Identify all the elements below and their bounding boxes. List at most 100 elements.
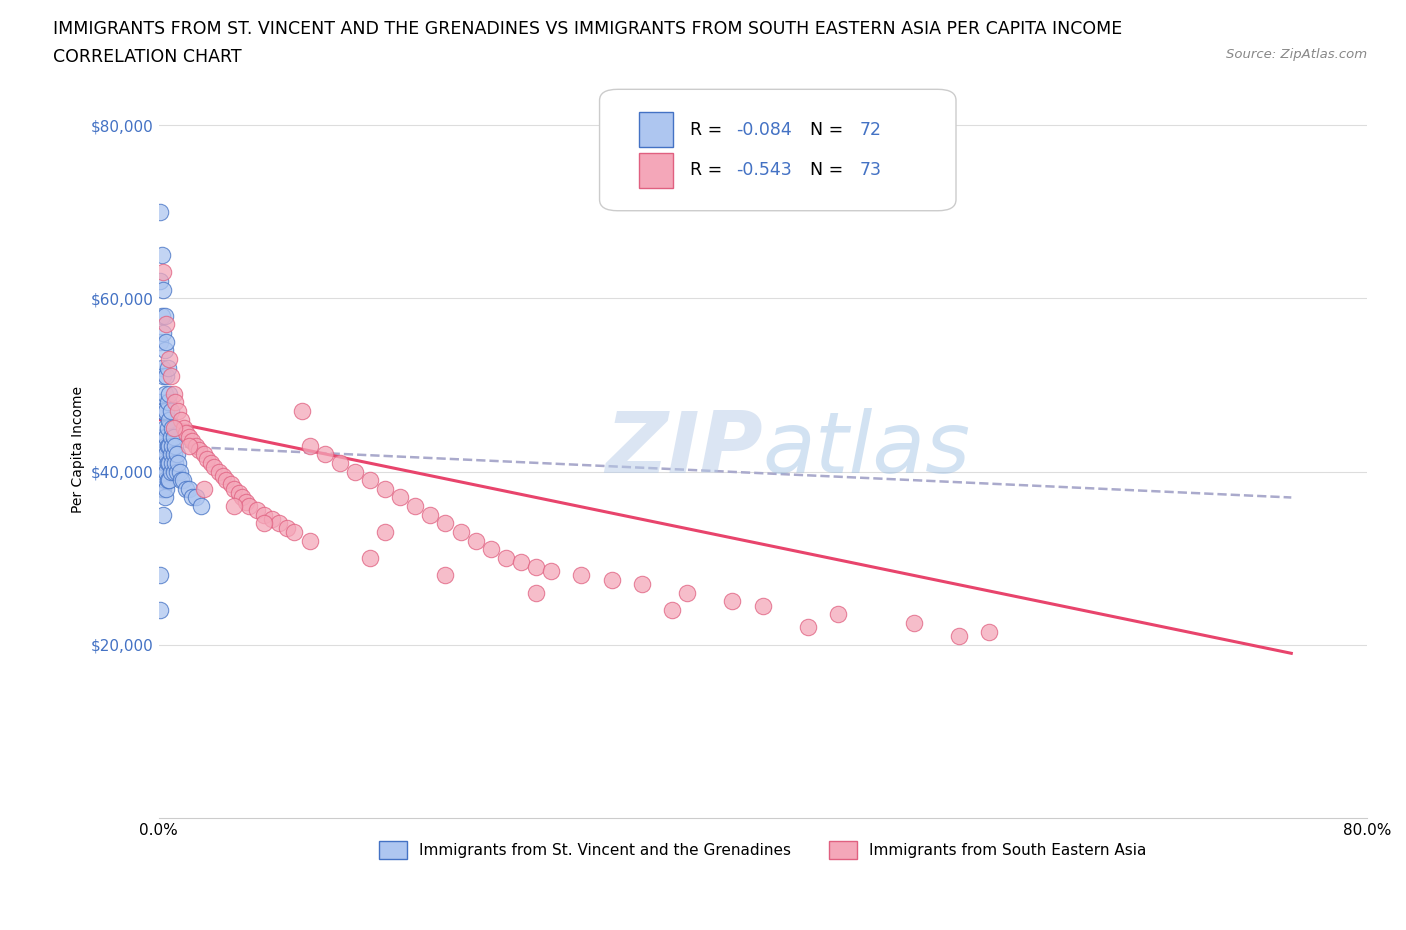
Point (152, 430, 174, 445)
Point (180, 490, 202, 505)
Point (195, 451, 218, 466)
Point (157, 438, 180, 453)
Point (149, 334, 172, 349)
Point (600, 572, 623, 587)
Point (298, 533, 321, 548)
Text: CORRELATION CHART: CORRELATION CHART (53, 48, 242, 66)
Point (329, 456, 352, 471)
Point (156, 456, 179, 471)
Point (343, 464, 366, 479)
Point (150, 482, 173, 497)
Point (160, 456, 183, 471)
Point (150, 446, 173, 461)
Point (157, 456, 180, 471)
Point (177, 430, 200, 445)
Point (231, 490, 253, 505)
Point (661, 603, 683, 618)
Point (174, 425, 197, 440)
Point (359, 551, 381, 565)
Point (155, 404, 177, 418)
Text: N =: N = (799, 161, 849, 179)
Point (165, 395, 187, 410)
Point (155, 317, 177, 332)
Point (269, 516, 291, 531)
Point (676, 585, 699, 600)
Point (149, 205, 172, 219)
Point (464, 533, 486, 548)
Point (153, 386, 176, 401)
Point (314, 446, 336, 461)
Point (524, 585, 547, 600)
Point (155, 482, 177, 497)
Point (162, 446, 184, 461)
Point (174, 482, 197, 497)
Point (235, 495, 257, 510)
Point (222, 498, 245, 513)
Point (152, 369, 174, 384)
Point (180, 433, 202, 448)
Point (152, 404, 174, 418)
Point (276, 521, 298, 536)
Text: R =: R = (690, 161, 728, 179)
Point (153, 308, 176, 323)
Text: N =: N = (799, 121, 849, 139)
Point (215, 472, 238, 487)
Point (374, 482, 396, 497)
Point (165, 438, 187, 453)
Point (159, 430, 181, 445)
Point (159, 464, 181, 479)
Point (152, 283, 174, 298)
Point (153, 472, 176, 487)
Point (495, 551, 517, 565)
Point (150, 247, 173, 262)
Point (193, 446, 215, 461)
Point (202, 459, 225, 474)
Point (153, 456, 176, 471)
Point (149, 438, 172, 453)
Point (167, 404, 190, 418)
FancyBboxPatch shape (599, 89, 956, 211)
Point (149, 603, 172, 618)
Text: ZIP: ZIP (605, 408, 762, 491)
Point (903, 616, 925, 631)
Point (156, 395, 179, 410)
Y-axis label: Per Capita Income: Per Capita Income (72, 386, 86, 513)
Point (188, 443, 211, 458)
Point (212, 469, 235, 484)
Point (162, 386, 184, 401)
Point (200, 456, 222, 471)
Point (260, 512, 283, 526)
Point (150, 360, 173, 375)
Point (479, 542, 502, 557)
Text: -0.084: -0.084 (737, 121, 792, 139)
Point (153, 343, 176, 358)
Point (186, 438, 208, 453)
Point (155, 334, 177, 349)
Point (157, 352, 180, 366)
Point (389, 490, 412, 505)
Point (186, 490, 208, 505)
Text: 73: 73 (859, 161, 882, 179)
Point (510, 555, 533, 570)
Point (149, 273, 172, 288)
Text: 72: 72 (859, 121, 882, 139)
Text: atlas: atlas (762, 408, 970, 491)
Point (156, 360, 179, 375)
Point (153, 438, 176, 453)
Point (155, 464, 177, 479)
Point (149, 395, 172, 410)
Point (156, 438, 179, 453)
Point (155, 446, 177, 461)
Point (162, 420, 184, 435)
Point (173, 420, 195, 435)
Point (150, 430, 173, 445)
Point (152, 464, 174, 479)
Point (152, 446, 174, 461)
Point (160, 438, 183, 453)
Point (631, 577, 654, 591)
Point (152, 265, 174, 280)
Point (166, 464, 188, 479)
Point (359, 472, 381, 487)
Point (159, 446, 181, 461)
Text: R =: R = (690, 121, 728, 139)
